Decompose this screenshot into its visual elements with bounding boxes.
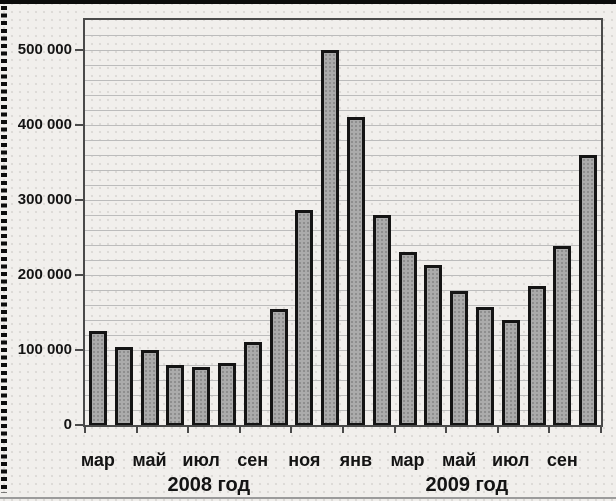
y-axis-label: 400 000 (17, 116, 72, 133)
gridline (85, 184, 601, 186)
bar-дек-9 (321, 50, 340, 425)
bar-сен-6 (243, 342, 262, 425)
x-axis-label-май: май (442, 450, 477, 470)
x-axis-label-сен: сен (237, 450, 269, 470)
gridline (85, 289, 601, 291)
plot-inner (85, 20, 601, 425)
gridline (85, 79, 601, 81)
gridline (85, 214, 601, 216)
bar-сен-18 (553, 246, 572, 425)
gridline (85, 169, 601, 171)
bar-янв-10 (346, 117, 365, 425)
x-axis-label-мар: мар (80, 450, 115, 470)
x-axis-tick (548, 427, 551, 433)
y-axis-label: 200 000 (17, 266, 72, 283)
gridline (85, 364, 601, 366)
bar-июл-4 (192, 367, 211, 425)
bar-авг-5 (217, 363, 236, 425)
x-axis-tick (187, 427, 190, 433)
y-axis-label: 100 000 (17, 341, 72, 358)
x-axis-label-мар: мар (390, 450, 425, 470)
bar-июн-15 (475, 307, 494, 425)
bar-май-2 (140, 350, 159, 425)
gridline (85, 34, 601, 36)
x-axis-label-июл: июл (182, 450, 220, 470)
gridline (85, 379, 601, 381)
gridline (85, 394, 601, 396)
bar-chart-plot-area (83, 18, 603, 427)
gridline (85, 154, 601, 156)
bar-окт-19 (579, 155, 598, 425)
gridline (85, 409, 601, 411)
bar-июн-3 (166, 365, 185, 425)
bar-окт-7 (269, 309, 288, 425)
gridline (85, 334, 601, 336)
y-axis-label: 300 000 (17, 191, 72, 208)
gridline (85, 274, 601, 276)
gridline (85, 229, 601, 231)
x-axis-tick (342, 427, 344, 433)
gridline (85, 244, 601, 246)
y-axis-tick (75, 274, 83, 276)
x-axis-label-ноя: ноя (288, 450, 321, 470)
gridline (85, 49, 601, 51)
year-label-2009: 2009 год (425, 474, 509, 496)
x-axis-label-янв: янв (339, 450, 373, 470)
bar-ноя-8 (295, 210, 314, 425)
year-label-2008: 2008 год (167, 474, 251, 496)
bar-май-14 (450, 291, 469, 425)
gridline (85, 109, 601, 111)
gridline (85, 139, 601, 141)
gridline (85, 64, 601, 66)
bar-авг-17 (527, 286, 546, 425)
y-axis-label: 0 (63, 416, 72, 433)
x-axis-label-сен: сен (546, 450, 578, 470)
x-axis-tick (445, 427, 448, 433)
x-axis-tick (84, 427, 86, 433)
y-axis-tick (75, 424, 83, 426)
y-axis-label: 500 000 (17, 41, 72, 58)
gridline (85, 349, 601, 351)
x-axis-tick (290, 427, 293, 433)
x-axis-tick (496, 427, 499, 433)
y-axis-tick (75, 124, 83, 126)
gridline (85, 94, 601, 96)
gridline (85, 319, 601, 321)
binding-perforation-strip (1, 6, 7, 493)
page-top-border (0, 0, 616, 4)
x-axis-label-май: май (132, 450, 167, 470)
bar-июл-16 (501, 320, 520, 425)
gridline (85, 124, 601, 126)
x-axis-tick (135, 427, 138, 433)
x-axis-tick (393, 427, 396, 433)
gridline (85, 304, 601, 306)
bar-мар-12 (398, 252, 417, 425)
bar-апр-1 (114, 347, 133, 425)
x-axis-label-июл: июл (491, 450, 530, 470)
bar-фев-11 (372, 215, 391, 425)
x-axis-tick (238, 427, 241, 433)
gridline (85, 259, 601, 261)
bar-мар-0 (88, 331, 107, 425)
page-bottom-border (0, 497, 616, 499)
y-axis-tick (75, 199, 83, 201)
bar-апр-13 (424, 265, 443, 425)
y-axis-tick (75, 349, 83, 351)
x-axis-tick (600, 427, 602, 433)
y-axis-tick (75, 49, 83, 51)
gridline (85, 199, 601, 201)
